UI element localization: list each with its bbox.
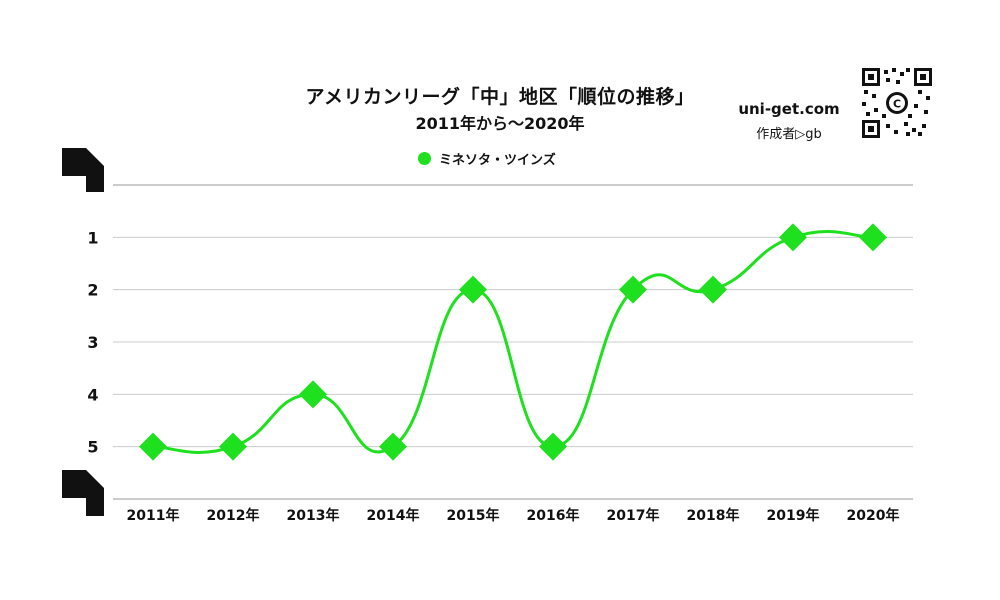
data-point-marker — [859, 223, 887, 252]
legend-label: ミネソタ・ツインズ — [439, 153, 556, 168]
data-point-marker — [699, 275, 727, 304]
corner-bracket-top-icon — [62, 148, 104, 192]
data-point-marker — [539, 432, 567, 461]
x-tick-label: 2011年 — [127, 507, 180, 524]
data-point-marker — [379, 432, 407, 461]
data-point-marker — [619, 275, 647, 304]
x-tick-label: 2020年 — [847, 507, 900, 524]
x-tick-label: 2016年 — [527, 507, 580, 524]
x-tick-label: 2019年 — [767, 507, 820, 524]
data-point-marker — [459, 275, 487, 304]
y-tick-label: 3 — [87, 333, 98, 352]
author-credit: 作成者▷gb — [756, 127, 822, 142]
x-tick-label: 2013年 — [287, 507, 340, 524]
x-tick-label: 2012年 — [207, 507, 260, 524]
data-point-marker — [779, 223, 807, 252]
x-tick-label: 2018年 — [687, 507, 740, 524]
data-point-marker — [219, 432, 247, 461]
chart-subtitle: 2011年から～2020年 — [415, 114, 585, 133]
x-tick-label: 2017年 — [607, 507, 660, 524]
y-tick-label: 1 — [87, 228, 98, 247]
data-point-marker — [299, 380, 327, 409]
qr-code-icon: C — [862, 68, 932, 138]
svg-text:C: C — [893, 98, 901, 111]
y-tick-label: 5 — [87, 438, 98, 457]
x-tick-label: 2015年 — [447, 507, 500, 524]
chart-legend: ミネソタ・ツインズ — [418, 149, 556, 168]
data-point-marker — [139, 432, 167, 461]
y-tick-label: 2 — [87, 281, 98, 300]
series-line — [152, 230, 874, 454]
legend-marker — [418, 152, 431, 165]
x-tick-label: 2014年 — [367, 507, 420, 524]
y-tick-label: 4 — [87, 385, 98, 404]
site-name: uni-get.com — [738, 100, 840, 118]
corner-bracket-bottom-icon — [62, 470, 104, 516]
chart-title: アメリカンリーグ「中」地区「順位の推移」 — [305, 86, 695, 108]
